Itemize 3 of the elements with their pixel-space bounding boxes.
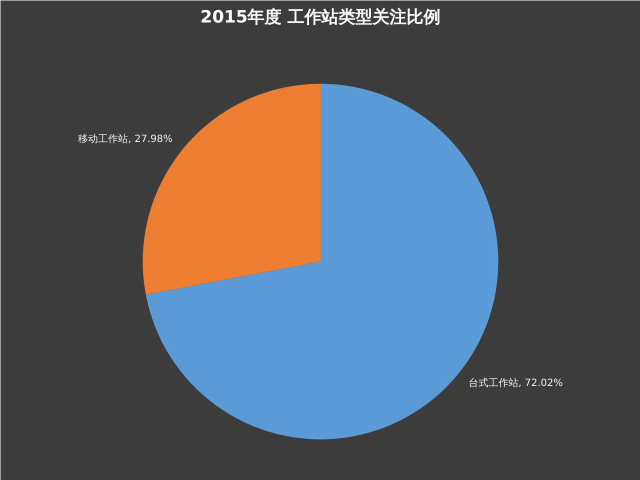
chart-title: 2015年度 工作站类型关注比例	[200, 8, 441, 28]
slice-label: 移动工作站, 27.98%	[78, 133, 173, 146]
slice-label: 台式工作站, 72.02%	[468, 376, 563, 389]
